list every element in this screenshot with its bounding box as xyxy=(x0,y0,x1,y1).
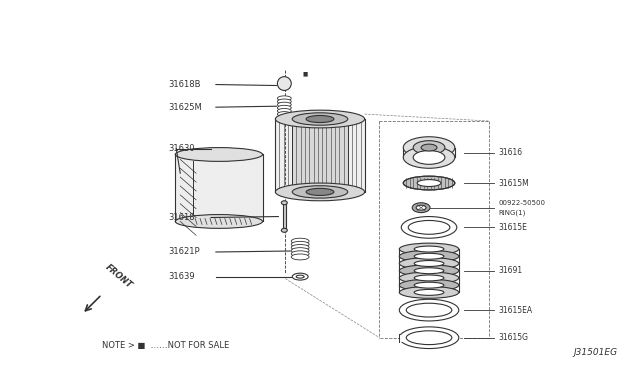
Ellipse shape xyxy=(291,241,309,247)
Text: 31615M: 31615M xyxy=(499,179,529,187)
Bar xyxy=(284,203,286,230)
Ellipse shape xyxy=(399,250,459,262)
Text: FRONT: FRONT xyxy=(104,263,134,291)
Text: 31625M: 31625M xyxy=(168,103,202,112)
Ellipse shape xyxy=(406,331,452,344)
Text: ■: ■ xyxy=(303,71,308,76)
Text: NOTE > ■  ……NOT FOR SALE: NOTE > ■ ……NOT FOR SALE xyxy=(102,341,229,350)
Text: 31618B: 31618B xyxy=(168,80,201,89)
Text: J31501EG: J31501EG xyxy=(573,348,618,357)
Ellipse shape xyxy=(408,221,450,234)
Ellipse shape xyxy=(306,115,334,122)
Ellipse shape xyxy=(292,113,348,125)
Bar xyxy=(175,154,262,221)
Ellipse shape xyxy=(399,265,459,277)
Ellipse shape xyxy=(277,105,291,110)
Ellipse shape xyxy=(399,299,459,321)
Ellipse shape xyxy=(277,112,291,116)
Text: 31618: 31618 xyxy=(168,213,195,222)
Ellipse shape xyxy=(421,144,437,151)
Ellipse shape xyxy=(291,248,309,254)
Ellipse shape xyxy=(291,244,309,250)
Ellipse shape xyxy=(282,201,287,205)
Ellipse shape xyxy=(414,289,444,295)
Ellipse shape xyxy=(414,246,444,252)
Text: 31615E: 31615E xyxy=(499,223,527,232)
Ellipse shape xyxy=(413,141,445,154)
Bar xyxy=(292,119,348,193)
Ellipse shape xyxy=(291,238,309,244)
Ellipse shape xyxy=(175,215,262,228)
Text: 31616: 31616 xyxy=(499,148,523,157)
Ellipse shape xyxy=(414,253,444,259)
Ellipse shape xyxy=(291,251,309,257)
Ellipse shape xyxy=(417,180,441,186)
Ellipse shape xyxy=(277,99,291,104)
Ellipse shape xyxy=(414,275,444,281)
Text: 00922-50500: 00922-50500 xyxy=(499,200,545,206)
Ellipse shape xyxy=(277,109,291,113)
Ellipse shape xyxy=(416,205,426,210)
Ellipse shape xyxy=(275,183,365,201)
Ellipse shape xyxy=(399,327,459,349)
Ellipse shape xyxy=(399,243,459,255)
Ellipse shape xyxy=(282,228,287,232)
Ellipse shape xyxy=(399,279,459,291)
Ellipse shape xyxy=(401,217,457,238)
Text: 31621P: 31621P xyxy=(168,247,200,257)
Ellipse shape xyxy=(291,254,309,260)
Text: 31615G: 31615G xyxy=(499,333,529,342)
Ellipse shape xyxy=(275,110,365,128)
Ellipse shape xyxy=(399,286,459,298)
Ellipse shape xyxy=(277,96,291,101)
Ellipse shape xyxy=(175,148,262,161)
Ellipse shape xyxy=(413,151,445,164)
Ellipse shape xyxy=(412,203,430,212)
Text: 31639: 31639 xyxy=(168,272,195,281)
Ellipse shape xyxy=(399,257,459,269)
Text: 31691: 31691 xyxy=(499,266,523,275)
Ellipse shape xyxy=(406,303,452,317)
Ellipse shape xyxy=(399,272,459,284)
Ellipse shape xyxy=(277,102,291,107)
Ellipse shape xyxy=(306,188,334,195)
Circle shape xyxy=(277,77,291,90)
Ellipse shape xyxy=(414,268,444,274)
Text: RING(1): RING(1) xyxy=(499,209,526,216)
Ellipse shape xyxy=(414,282,444,288)
Ellipse shape xyxy=(296,275,304,278)
Text: 31630: 31630 xyxy=(168,144,195,153)
Ellipse shape xyxy=(403,137,455,158)
Ellipse shape xyxy=(292,273,308,280)
Text: 31615EA: 31615EA xyxy=(499,306,532,315)
Bar xyxy=(275,119,365,193)
Ellipse shape xyxy=(414,260,444,266)
Ellipse shape xyxy=(403,147,455,168)
Ellipse shape xyxy=(403,176,455,190)
Ellipse shape xyxy=(292,186,348,198)
